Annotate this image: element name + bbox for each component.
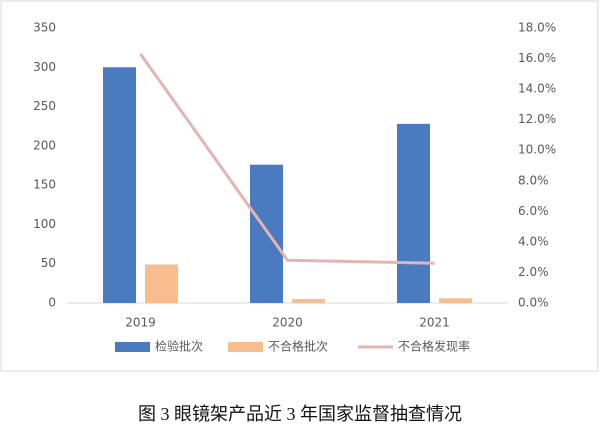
y-tick-label: 200 — [33, 138, 56, 152]
legend-label: 不合格批次 — [268, 339, 328, 354]
legend-swatch — [228, 342, 263, 352]
y2-tick-label: 14.0% — [518, 82, 556, 96]
y-tick-label: 300 — [33, 60, 56, 74]
y2-tick-label: 16.0% — [518, 51, 556, 65]
x-tick-label: 2021 — [419, 316, 450, 330]
x-tick-label: 2020 — [272, 316, 303, 330]
bar — [439, 298, 472, 303]
y2-tick-label: 4.0% — [518, 234, 549, 248]
chart-frame — [0, 0, 599, 372]
y2-tick-label: 2.0% — [518, 265, 549, 279]
y-tick-label: 150 — [33, 178, 56, 192]
line — [139, 53, 435, 265]
legend-swatch — [115, 342, 150, 352]
bar — [292, 299, 325, 303]
bar — [397, 123, 430, 303]
y-tick-label: 100 — [33, 217, 56, 231]
x-tick-label: 2019 — [125, 316, 156, 330]
y2-tick-label: 8.0% — [518, 173, 549, 187]
y-tick-label: 250 — [33, 99, 56, 113]
y2-tick-label: 18.0% — [518, 21, 556, 35]
y-tick-label: 50 — [41, 256, 56, 270]
legend-label: 不合格发现率 — [398, 339, 470, 354]
y2-tick-label: 10.0% — [518, 143, 556, 157]
bar — [145, 264, 178, 303]
y-tick-label: 350 — [33, 21, 56, 35]
y2-tick-label: 6.0% — [518, 204, 549, 218]
bar — [103, 67, 136, 304]
y2-tick-label: 12.0% — [518, 112, 556, 126]
bar — [250, 164, 283, 303]
y-tick-label: 0 — [48, 296, 56, 310]
y2-tick-label: 0.0% — [518, 296, 549, 310]
legend-label: 检验批次 — [155, 339, 203, 354]
chart-caption: 图 3 眼镜架产品近 3 年国家监督抽查情况 — [138, 404, 462, 424]
